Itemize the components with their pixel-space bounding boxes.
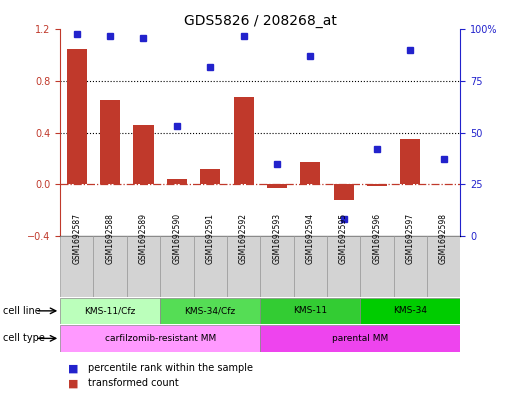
Text: cell type: cell type (3, 333, 44, 343)
Text: GSM1692598: GSM1692598 (439, 213, 448, 264)
Text: GSM1692588: GSM1692588 (106, 213, 115, 264)
FancyBboxPatch shape (160, 236, 194, 297)
FancyBboxPatch shape (60, 298, 160, 324)
Text: GSM1692592: GSM1692592 (239, 213, 248, 264)
FancyBboxPatch shape (260, 298, 360, 324)
Text: KMS-34/Cfz: KMS-34/Cfz (185, 307, 236, 315)
Text: parental MM: parental MM (332, 334, 389, 343)
Text: ■: ■ (68, 363, 78, 373)
FancyBboxPatch shape (394, 236, 427, 297)
Text: carfilzomib-resistant MM: carfilzomib-resistant MM (105, 334, 216, 343)
FancyBboxPatch shape (293, 236, 327, 297)
Text: GSM1692587: GSM1692587 (72, 213, 81, 264)
Bar (400, 139, 420, 184)
FancyBboxPatch shape (60, 325, 260, 352)
FancyBboxPatch shape (260, 325, 460, 352)
Bar (367, 184, 387, 185)
FancyBboxPatch shape (194, 236, 227, 297)
Text: GSM1692589: GSM1692589 (139, 213, 148, 264)
FancyBboxPatch shape (360, 298, 460, 324)
Text: GSM1692597: GSM1692597 (406, 213, 415, 264)
Bar (167, 179, 187, 184)
FancyBboxPatch shape (260, 236, 293, 297)
Text: percentile rank within the sample: percentile rank within the sample (88, 363, 253, 373)
Text: GSM1692596: GSM1692596 (372, 213, 381, 264)
Text: KMS-11/Cfz: KMS-11/Cfz (85, 307, 136, 315)
FancyBboxPatch shape (160, 298, 260, 324)
Bar (133, 125, 154, 184)
Bar (200, 169, 220, 184)
Text: cell line: cell line (3, 306, 40, 316)
FancyBboxPatch shape (94, 236, 127, 297)
Bar (67, 49, 87, 184)
FancyBboxPatch shape (227, 236, 260, 297)
Bar (100, 100, 120, 184)
FancyBboxPatch shape (127, 236, 160, 297)
Title: GDS5826 / 208268_at: GDS5826 / 208268_at (184, 15, 337, 28)
Text: GSM1692591: GSM1692591 (206, 213, 214, 264)
Text: KMS-34: KMS-34 (393, 307, 427, 315)
FancyBboxPatch shape (327, 236, 360, 297)
FancyBboxPatch shape (60, 236, 94, 297)
Bar (233, 97, 254, 184)
FancyBboxPatch shape (360, 236, 394, 297)
Text: GSM1692593: GSM1692593 (272, 213, 281, 264)
FancyBboxPatch shape (427, 236, 460, 297)
Text: GSM1692594: GSM1692594 (306, 213, 315, 264)
Text: KMS-11: KMS-11 (293, 307, 327, 315)
Text: GSM1692590: GSM1692590 (173, 213, 181, 264)
Text: ■: ■ (68, 378, 78, 388)
Text: GSM1692595: GSM1692595 (339, 213, 348, 264)
Text: transformed count: transformed count (88, 378, 179, 388)
Bar (300, 162, 320, 184)
Bar (334, 184, 354, 200)
Bar (267, 184, 287, 188)
